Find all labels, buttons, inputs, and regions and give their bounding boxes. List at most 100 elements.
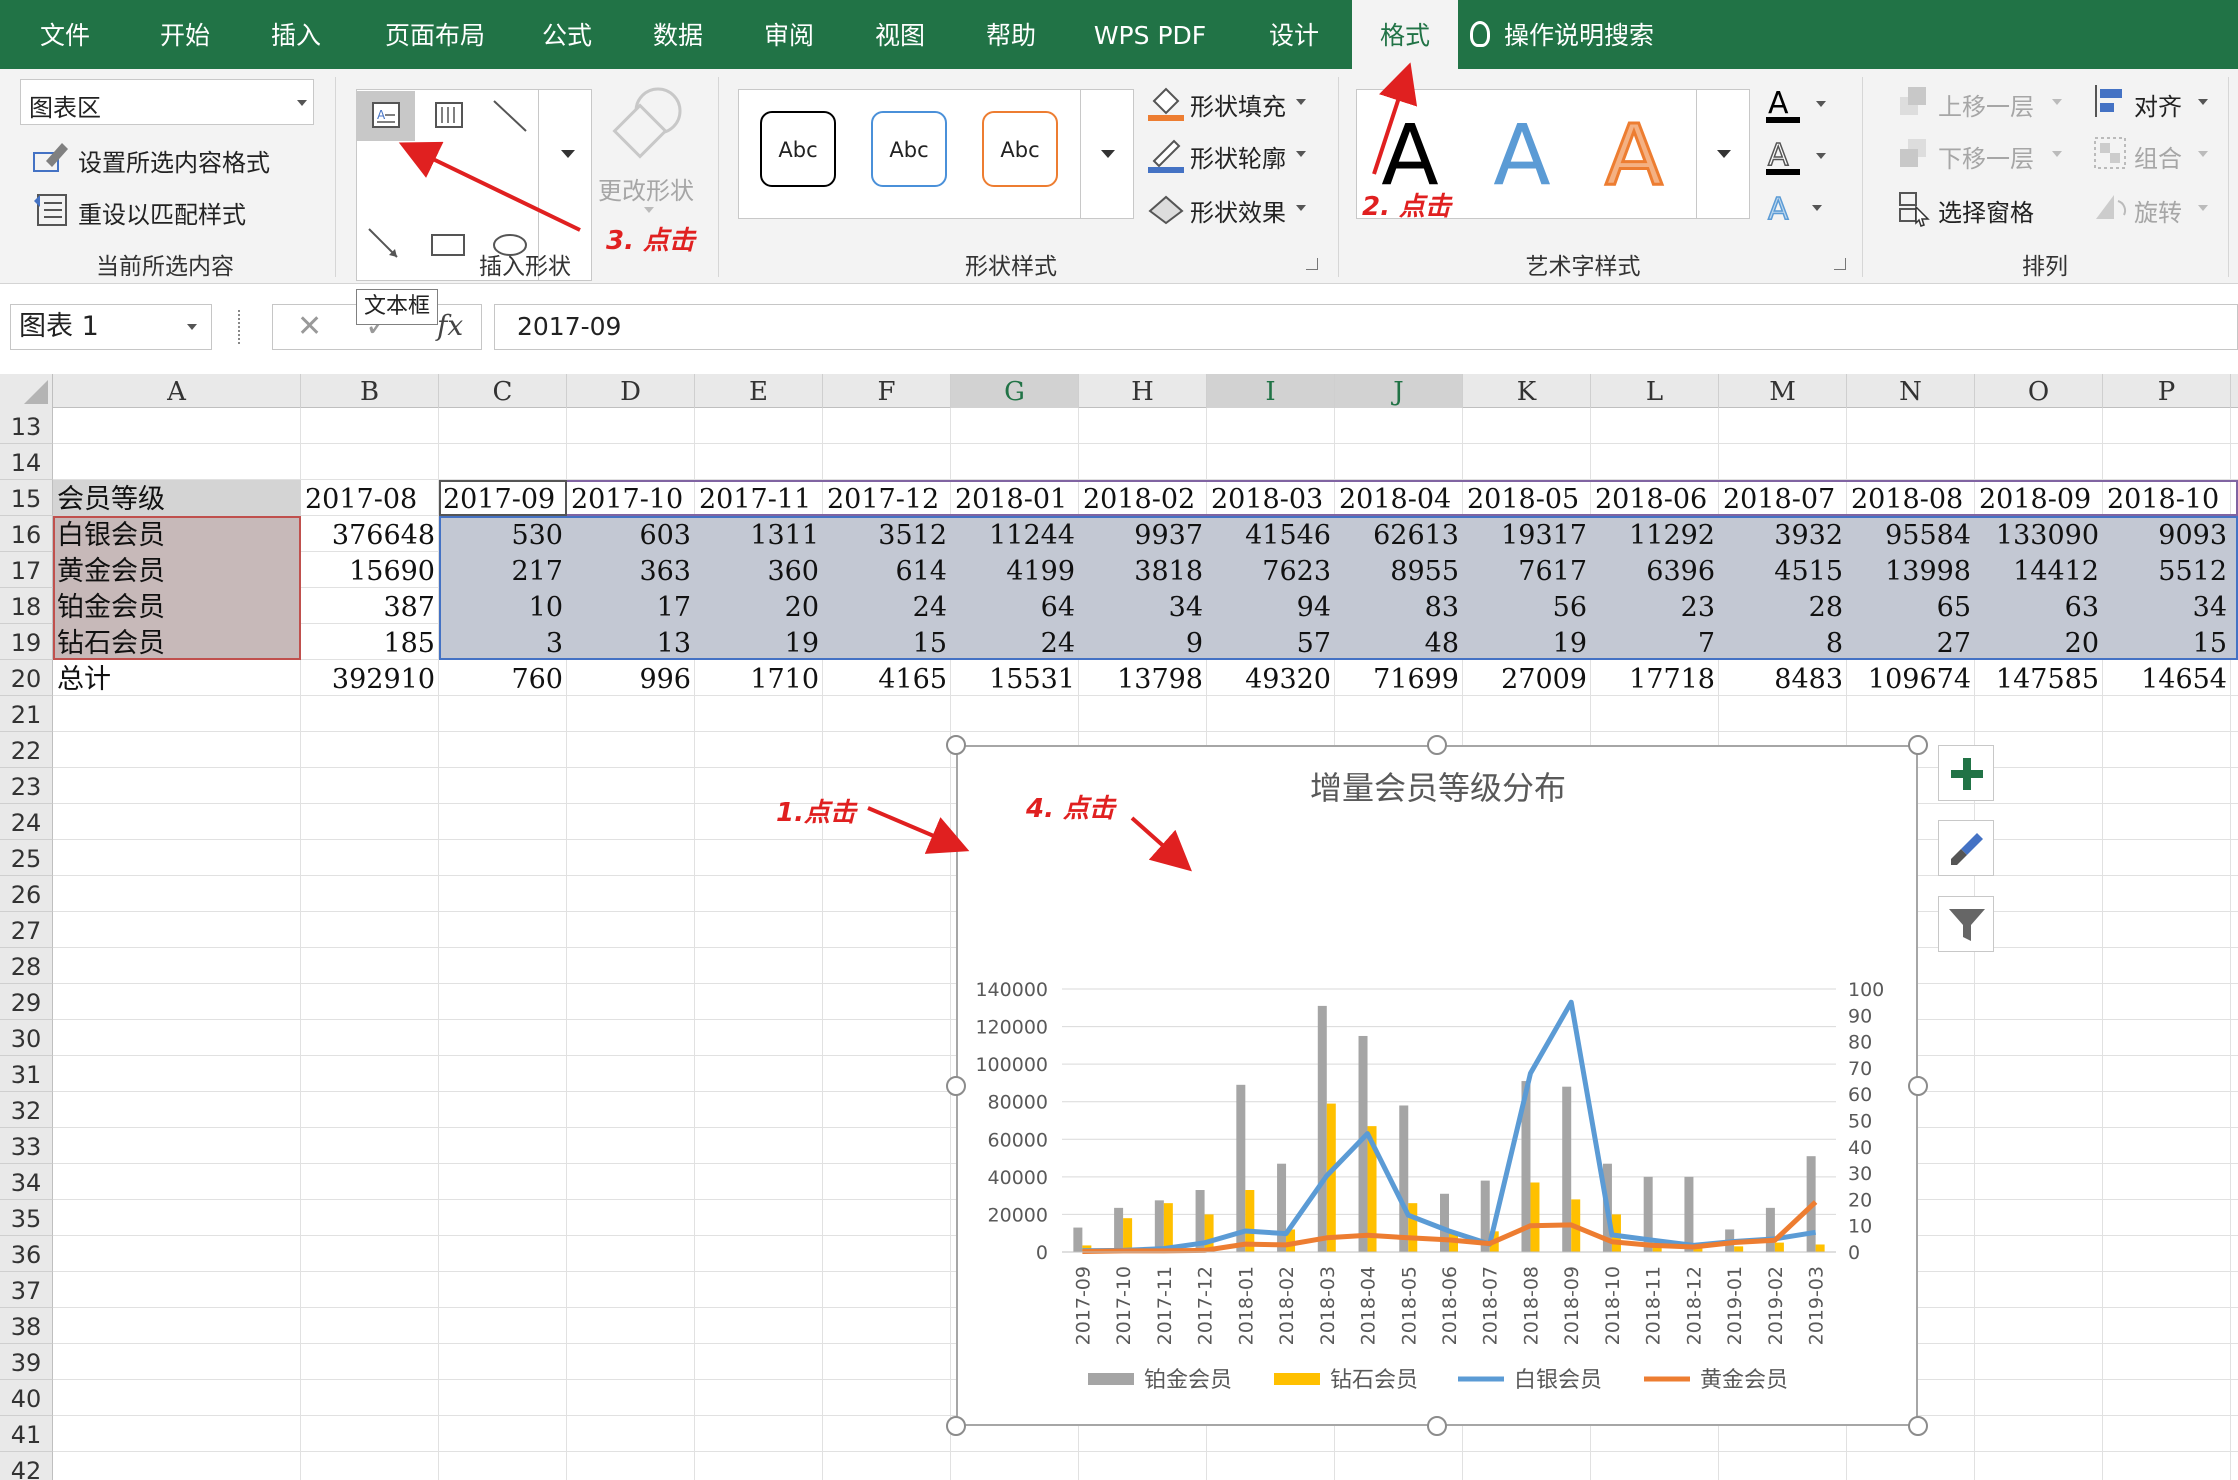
name-box[interactable]: 图表 1: [10, 304, 212, 350]
table-cell[interactable]: 4199: [1006, 556, 1075, 587]
insert-function-icon[interactable]: fx: [437, 309, 464, 342]
column-header-p[interactable]: P: [2103, 374, 2231, 408]
table-cell[interactable]: 387: [383, 592, 435, 623]
resize-handle[interactable]: [1908, 1075, 1928, 1096]
table-cell[interactable]: 15690: [349, 556, 435, 587]
table-cell[interactable]: 10: [528, 592, 563, 623]
shape-style-orange[interactable]: Abc: [982, 111, 1058, 187]
row-header-25[interactable]: 25: [0, 840, 53, 876]
table-cell[interactable]: 109674: [1867, 664, 1971, 695]
formula-input[interactable]: 2017-09: [494, 304, 2238, 350]
table-cell[interactable]: 13798: [1117, 664, 1203, 695]
table-cell[interactable]: 9093: [2158, 520, 2227, 551]
resize-handle[interactable]: [1427, 1416, 1447, 1436]
table-cell[interactable]: 3512: [878, 520, 947, 551]
table-cell[interactable]: 94: [1296, 592, 1331, 623]
table-cell[interactable]: 65: [1936, 592, 1971, 623]
row-header-24[interactable]: 24: [0, 804, 53, 840]
table-cell[interactable]: 白银会员: [57, 520, 165, 551]
row-header-34[interactable]: 34: [0, 1164, 53, 1200]
table-header-cell[interactable]: 2017-09: [443, 484, 556, 515]
table-cell[interactable]: 19: [1552, 628, 1587, 659]
table-cell[interactable]: 34: [2192, 592, 2227, 623]
table-cell[interactable]: 3818: [1134, 556, 1203, 587]
table-header-cell[interactable]: 2018-07: [1723, 484, 1836, 515]
table-cell[interactable]: 4165: [878, 664, 947, 695]
table-cell[interactable]: 1311: [750, 520, 819, 551]
row-header-36[interactable]: 36: [0, 1236, 53, 1272]
table-header-cell[interactable]: 2018-01: [955, 484, 1068, 515]
row-header-21[interactable]: 21: [0, 696, 53, 732]
table-cell[interactable]: 71699: [1373, 664, 1459, 695]
text-effects-button[interactable]: A: [1762, 187, 1832, 229]
tab-view[interactable]: 视图: [874, 21, 925, 50]
table-cell[interactable]: 217: [511, 556, 563, 587]
tab-format[interactable]: 格式: [1352, 0, 1458, 69]
column-header-n[interactable]: N: [1847, 374, 1975, 408]
table-cell[interactable]: 5512: [2158, 556, 2227, 587]
table-cell[interactable]: 530: [511, 520, 563, 551]
column-header-f[interactable]: F: [823, 374, 951, 408]
table-cell[interactable]: 376648: [331, 520, 435, 551]
table-cell[interactable]: 48: [1424, 628, 1459, 659]
align-button[interactable]: 对齐: [2092, 83, 2222, 123]
column-header-m[interactable]: M: [1719, 374, 1847, 408]
table-cell[interactable]: 19: [784, 628, 819, 659]
selection-pane-button[interactable]: 选择窗格: [1896, 189, 2066, 229]
resize-handle[interactable]: [1908, 735, 1928, 755]
table-cell[interactable]: 363: [639, 556, 691, 587]
column-header-o[interactable]: O: [1975, 374, 2103, 408]
tab-wps-pdf[interactable]: WPS PDF: [1093, 21, 1207, 50]
column-header-h[interactable]: H: [1079, 374, 1207, 408]
row-header-32[interactable]: 32: [0, 1092, 53, 1128]
row-header-37[interactable]: 37: [0, 1272, 53, 1308]
table-header-cell[interactable]: 2018-05: [1467, 484, 1580, 515]
text-box-shape[interactable]: A: [357, 91, 415, 141]
tab-data[interactable]: 数据: [652, 21, 703, 50]
table-cell[interactable]: 11292: [1629, 520, 1715, 551]
table-cell[interactable]: 614: [895, 556, 947, 587]
shape-style-blue[interactable]: Abc: [871, 111, 947, 187]
row-header-17[interactable]: 17: [0, 552, 53, 588]
table-cell[interactable]: 392910: [331, 664, 435, 695]
table-cell[interactable]: 64: [1040, 592, 1075, 623]
select-all-corner[interactable]: [0, 374, 53, 408]
row-header-16[interactable]: 16: [0, 516, 53, 552]
table-header-cell[interactable]: 2018-10: [2107, 484, 2220, 515]
table-cell[interactable]: 钻石会员: [57, 628, 165, 659]
table-cell[interactable]: 17718: [1629, 664, 1715, 695]
table-cell[interactable]: 133090: [1995, 520, 2099, 551]
text-outline-button[interactable]: A: [1762, 135, 1832, 177]
wordart-style-blue[interactable]: A: [1493, 106, 1551, 204]
shape-style-black[interactable]: Abc: [760, 111, 836, 187]
row-header-23[interactable]: 23: [0, 768, 53, 804]
format-selection-button[interactable]: 设置所选内容格式: [32, 139, 312, 179]
resize-handle[interactable]: [946, 735, 966, 755]
table-header-cell[interactable]: 2017-10: [571, 484, 684, 515]
rotate-button[interactable]: 旋转: [2092, 189, 2222, 229]
row-header-14[interactable]: 14: [0, 444, 53, 480]
table-cell[interactable]: 63: [2064, 592, 2099, 623]
tab-formulas[interactable]: 公式: [541, 21, 592, 50]
table-header-cell[interactable]: 会员等级: [57, 484, 165, 515]
table-cell[interactable]: 3932: [1774, 520, 1843, 551]
row-header-29[interactable]: 29: [0, 984, 53, 1020]
change-shape-button[interactable]: 更改形状: [598, 83, 698, 233]
row-header-19[interactable]: 19: [0, 624, 53, 660]
table-cell[interactable]: 14412: [2013, 556, 2099, 587]
row-header-31[interactable]: 31: [0, 1056, 53, 1092]
column-header-b[interactable]: B: [301, 374, 439, 408]
table-header-cell[interactable]: 2018-04: [1339, 484, 1452, 515]
tab-insert[interactable]: 插入: [270, 21, 321, 50]
more-dots-icon[interactable]: [238, 310, 244, 344]
chart-elements-button[interactable]: [1938, 745, 1994, 801]
table-cell[interactable]: 15: [912, 628, 947, 659]
row-header-33[interactable]: 33: [0, 1128, 53, 1164]
table-header-cell[interactable]: 2017-11: [699, 484, 812, 515]
table-cell[interactable]: 9: [1185, 628, 1203, 659]
table-cell[interactable]: 20: [2064, 628, 2099, 659]
table-cell[interactable]: 83: [1424, 592, 1459, 623]
table-header-cell[interactable]: 2018-08: [1851, 484, 1964, 515]
row-header-30[interactable]: 30: [0, 1020, 53, 1056]
column-header-e[interactable]: E: [695, 374, 823, 408]
